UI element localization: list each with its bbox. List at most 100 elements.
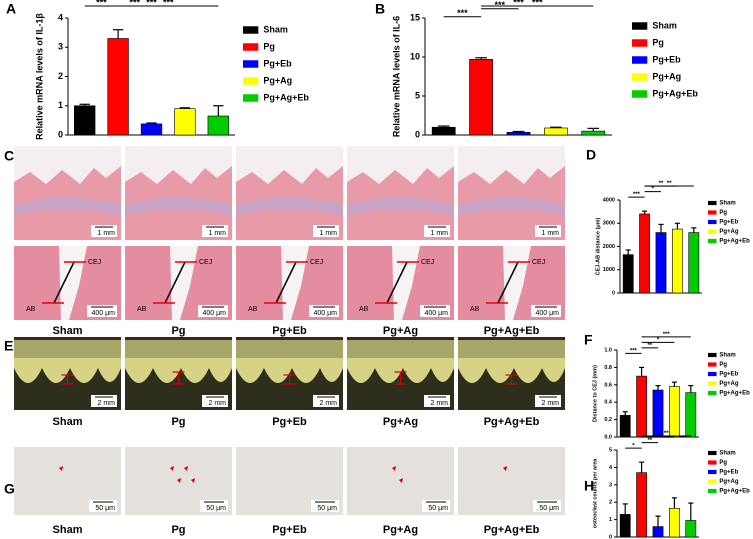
- scale-box: [198, 305, 228, 317]
- legend-label: Pg+Eb: [719, 220, 738, 226]
- y-tick-label: 3: [58, 42, 63, 52]
- panel-letter: G: [4, 481, 15, 497]
- legend-label: Pg+Ag+Eb: [719, 239, 750, 245]
- teeth: [236, 358, 343, 383]
- scale-box: [313, 395, 339, 407]
- significance-label: ***: [146, 0, 157, 7]
- osteoclast-arrow: [170, 466, 174, 471]
- y-axis-label: Distance to CEJ (mm): [592, 365, 598, 422]
- legend-swatch: [708, 460, 717, 465]
- panel-letter: F: [584, 332, 593, 348]
- legend-swatch: [632, 22, 648, 30]
- scale-box: [422, 500, 450, 512]
- scale-label: 400 μm: [425, 310, 449, 317]
- y-tick-label: 0: [415, 129, 420, 139]
- scale-label: 400 μm: [314, 310, 338, 317]
- y-tick-label: 3000: [603, 221, 615, 227]
- group-label: Pg: [171, 524, 185, 536]
- scale-label: 50 μm: [317, 505, 337, 512]
- legend-swatch: [632, 73, 648, 81]
- scale-box: [200, 500, 228, 512]
- legend-label: Sham: [263, 24, 288, 34]
- bar: [655, 232, 667, 294]
- legend-label: Pg+Ag: [652, 71, 681, 81]
- scale-label: 2 mm: [431, 400, 449, 407]
- bar: [174, 108, 196, 136]
- teeth: [14, 358, 121, 383]
- scale-label: 1 mm: [98, 230, 116, 237]
- y-tick-label: 3: [609, 482, 612, 488]
- scale-box: [89, 500, 117, 512]
- distance-line: [53, 261, 75, 304]
- teeth: [347, 358, 454, 383]
- y-tick-label: 4: [58, 12, 63, 22]
- bar: [636, 472, 647, 538]
- legend-swatch: [243, 77, 259, 85]
- teeth: [125, 358, 232, 383]
- group-label: Pg+Ag: [383, 325, 418, 337]
- osteoclast-arrow: [191, 478, 195, 483]
- legend-swatch: [243, 43, 259, 51]
- legend-label: Pg: [719, 210, 727, 216]
- group-label: Pg+Eb: [272, 325, 307, 337]
- scale-label: 1 mm: [431, 230, 449, 237]
- tissue-band: [458, 197, 565, 215]
- bar: [688, 232, 700, 294]
- significance-label: *: [657, 337, 660, 343]
- group-label: Pg: [171, 325, 185, 337]
- scale-box: [533, 500, 561, 512]
- bar: [669, 507, 680, 538]
- significance-label: ***: [630, 348, 638, 354]
- scale-label: 50 μm: [206, 505, 226, 512]
- bar: [652, 526, 664, 538]
- y-tick-label: 1.0: [604, 347, 612, 353]
- legend-label: Pg+Eb: [263, 58, 292, 68]
- legend-swatch: [708, 390, 717, 396]
- bar: [619, 514, 631, 538]
- legend-label: Sham: [719, 201, 735, 207]
- y-tick-label: 0: [609, 534, 612, 539]
- significance-label: ***: [633, 192, 641, 198]
- tissue-band: [14, 197, 121, 215]
- ab-label: AB: [248, 306, 258, 313]
- scale-box: [202, 395, 228, 407]
- scale-box: [531, 305, 561, 317]
- scale-box: [87, 305, 117, 317]
- group-label: Pg+Ag: [383, 416, 418, 428]
- scale-label: 400 μm: [536, 310, 560, 317]
- legend-label: Sham: [719, 353, 735, 359]
- group-label: Pg: [171, 416, 185, 428]
- teeth: [458, 358, 565, 383]
- legend-swatch: [708, 238, 717, 244]
- panel-letter: A: [6, 1, 16, 17]
- legend-label: Pg+Ag+Eb: [263, 92, 309, 102]
- osteoclast-arrow: [503, 466, 507, 471]
- scale-box: [535, 225, 561, 237]
- bar: [469, 59, 493, 136]
- pulp-gap: [281, 246, 309, 320]
- y-tick-label: 4000: [603, 197, 615, 203]
- y-tick-label: 5: [415, 90, 420, 100]
- scale-box: [309, 305, 339, 317]
- y-tick-label: 1: [58, 100, 63, 110]
- bar: [685, 392, 697, 438]
- bar: [652, 389, 664, 438]
- group-label: Pg+Eb: [272, 416, 307, 428]
- legend-swatch: [708, 371, 717, 377]
- scale-box: [535, 395, 561, 407]
- legend-label: Pg+Ag+Eb: [719, 489, 750, 495]
- significance-label: **: [647, 343, 652, 349]
- significance-label: ***: [457, 8, 468, 18]
- significance-label: ***: [532, 0, 543, 7]
- legend-label: Pg+Eb: [652, 54, 681, 64]
- group-label: Sham: [53, 416, 83, 428]
- group-label: Sham: [53, 325, 83, 337]
- significance-label: ***: [513, 0, 524, 7]
- cej-label: CEJ: [199, 259, 212, 266]
- significance-label: **: [664, 431, 669, 437]
- scale-label: 1 mm: [542, 230, 560, 237]
- tooth-gap: [125, 146, 232, 184]
- y-tick-label: 0.4: [604, 400, 613, 406]
- y-tick-label: 0.2: [604, 417, 612, 423]
- pulp-gap: [392, 246, 420, 320]
